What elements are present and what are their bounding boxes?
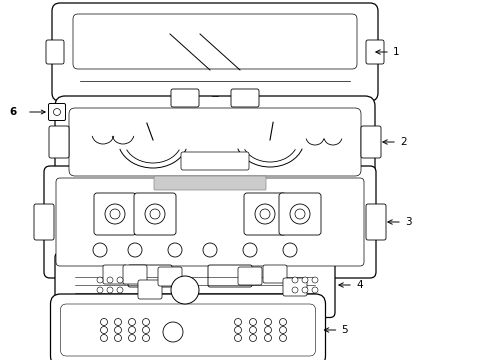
Text: 2: 2 [400, 137, 407, 147]
Circle shape [115, 334, 122, 342]
FancyBboxPatch shape [34, 204, 54, 240]
Circle shape [279, 334, 287, 342]
Circle shape [97, 287, 103, 293]
Circle shape [143, 334, 149, 342]
Circle shape [235, 327, 242, 333]
FancyBboxPatch shape [73, 14, 357, 69]
Circle shape [100, 319, 107, 325]
Circle shape [260, 209, 270, 219]
FancyBboxPatch shape [49, 104, 66, 121]
Circle shape [265, 327, 271, 333]
Text: 5: 5 [342, 325, 348, 335]
Circle shape [143, 327, 149, 333]
Circle shape [255, 204, 275, 224]
Circle shape [105, 204, 125, 224]
Circle shape [171, 276, 199, 304]
FancyBboxPatch shape [154, 176, 266, 190]
FancyBboxPatch shape [55, 252, 335, 318]
FancyBboxPatch shape [366, 204, 386, 240]
FancyBboxPatch shape [238, 267, 262, 285]
FancyBboxPatch shape [361, 126, 381, 158]
Circle shape [279, 319, 287, 325]
FancyBboxPatch shape [103, 265, 127, 284]
FancyBboxPatch shape [366, 40, 384, 64]
Circle shape [312, 277, 318, 283]
FancyBboxPatch shape [123, 265, 147, 284]
FancyBboxPatch shape [201, 178, 229, 196]
FancyBboxPatch shape [283, 278, 307, 296]
Circle shape [249, 327, 256, 333]
Circle shape [265, 334, 271, 342]
FancyBboxPatch shape [279, 193, 321, 235]
Circle shape [265, 319, 271, 325]
Text: 4: 4 [356, 280, 363, 290]
Circle shape [243, 243, 257, 257]
Circle shape [235, 319, 242, 325]
Circle shape [93, 243, 107, 257]
FancyBboxPatch shape [60, 304, 316, 356]
Circle shape [128, 319, 136, 325]
Circle shape [290, 204, 310, 224]
FancyBboxPatch shape [134, 193, 176, 235]
FancyBboxPatch shape [138, 280, 162, 299]
FancyBboxPatch shape [158, 267, 182, 286]
Circle shape [302, 277, 308, 283]
Circle shape [150, 209, 160, 219]
FancyBboxPatch shape [263, 265, 287, 283]
Circle shape [203, 243, 217, 257]
Circle shape [128, 334, 136, 342]
Text: 6: 6 [9, 107, 16, 117]
FancyBboxPatch shape [52, 3, 378, 101]
Circle shape [143, 319, 149, 325]
Circle shape [168, 243, 182, 257]
Circle shape [107, 287, 113, 293]
FancyBboxPatch shape [231, 89, 259, 107]
Circle shape [110, 209, 120, 219]
FancyBboxPatch shape [171, 89, 199, 107]
FancyBboxPatch shape [50, 294, 325, 360]
Circle shape [145, 204, 165, 224]
FancyBboxPatch shape [49, 126, 69, 158]
Circle shape [128, 243, 142, 257]
Circle shape [279, 327, 287, 333]
Circle shape [128, 327, 136, 333]
Text: 3: 3 [405, 217, 412, 227]
Circle shape [115, 319, 122, 325]
Circle shape [295, 209, 305, 219]
FancyBboxPatch shape [94, 193, 136, 235]
Circle shape [117, 277, 123, 283]
Circle shape [100, 334, 107, 342]
FancyBboxPatch shape [69, 108, 361, 176]
Circle shape [100, 327, 107, 333]
Circle shape [292, 277, 298, 283]
FancyBboxPatch shape [128, 265, 172, 287]
Circle shape [163, 322, 183, 342]
Circle shape [53, 108, 60, 116]
Circle shape [302, 287, 308, 293]
Circle shape [283, 243, 297, 257]
Circle shape [292, 287, 298, 293]
Circle shape [115, 327, 122, 333]
FancyBboxPatch shape [244, 193, 286, 235]
FancyBboxPatch shape [208, 265, 252, 287]
FancyBboxPatch shape [55, 96, 375, 188]
FancyBboxPatch shape [181, 152, 249, 170]
Circle shape [97, 277, 103, 283]
Text: 1: 1 [393, 47, 400, 57]
FancyBboxPatch shape [56, 178, 364, 266]
Circle shape [235, 334, 242, 342]
Circle shape [249, 319, 256, 325]
Circle shape [117, 287, 123, 293]
Circle shape [107, 277, 113, 283]
FancyBboxPatch shape [46, 40, 64, 64]
FancyBboxPatch shape [44, 166, 376, 278]
Circle shape [249, 334, 256, 342]
Circle shape [312, 287, 318, 293]
